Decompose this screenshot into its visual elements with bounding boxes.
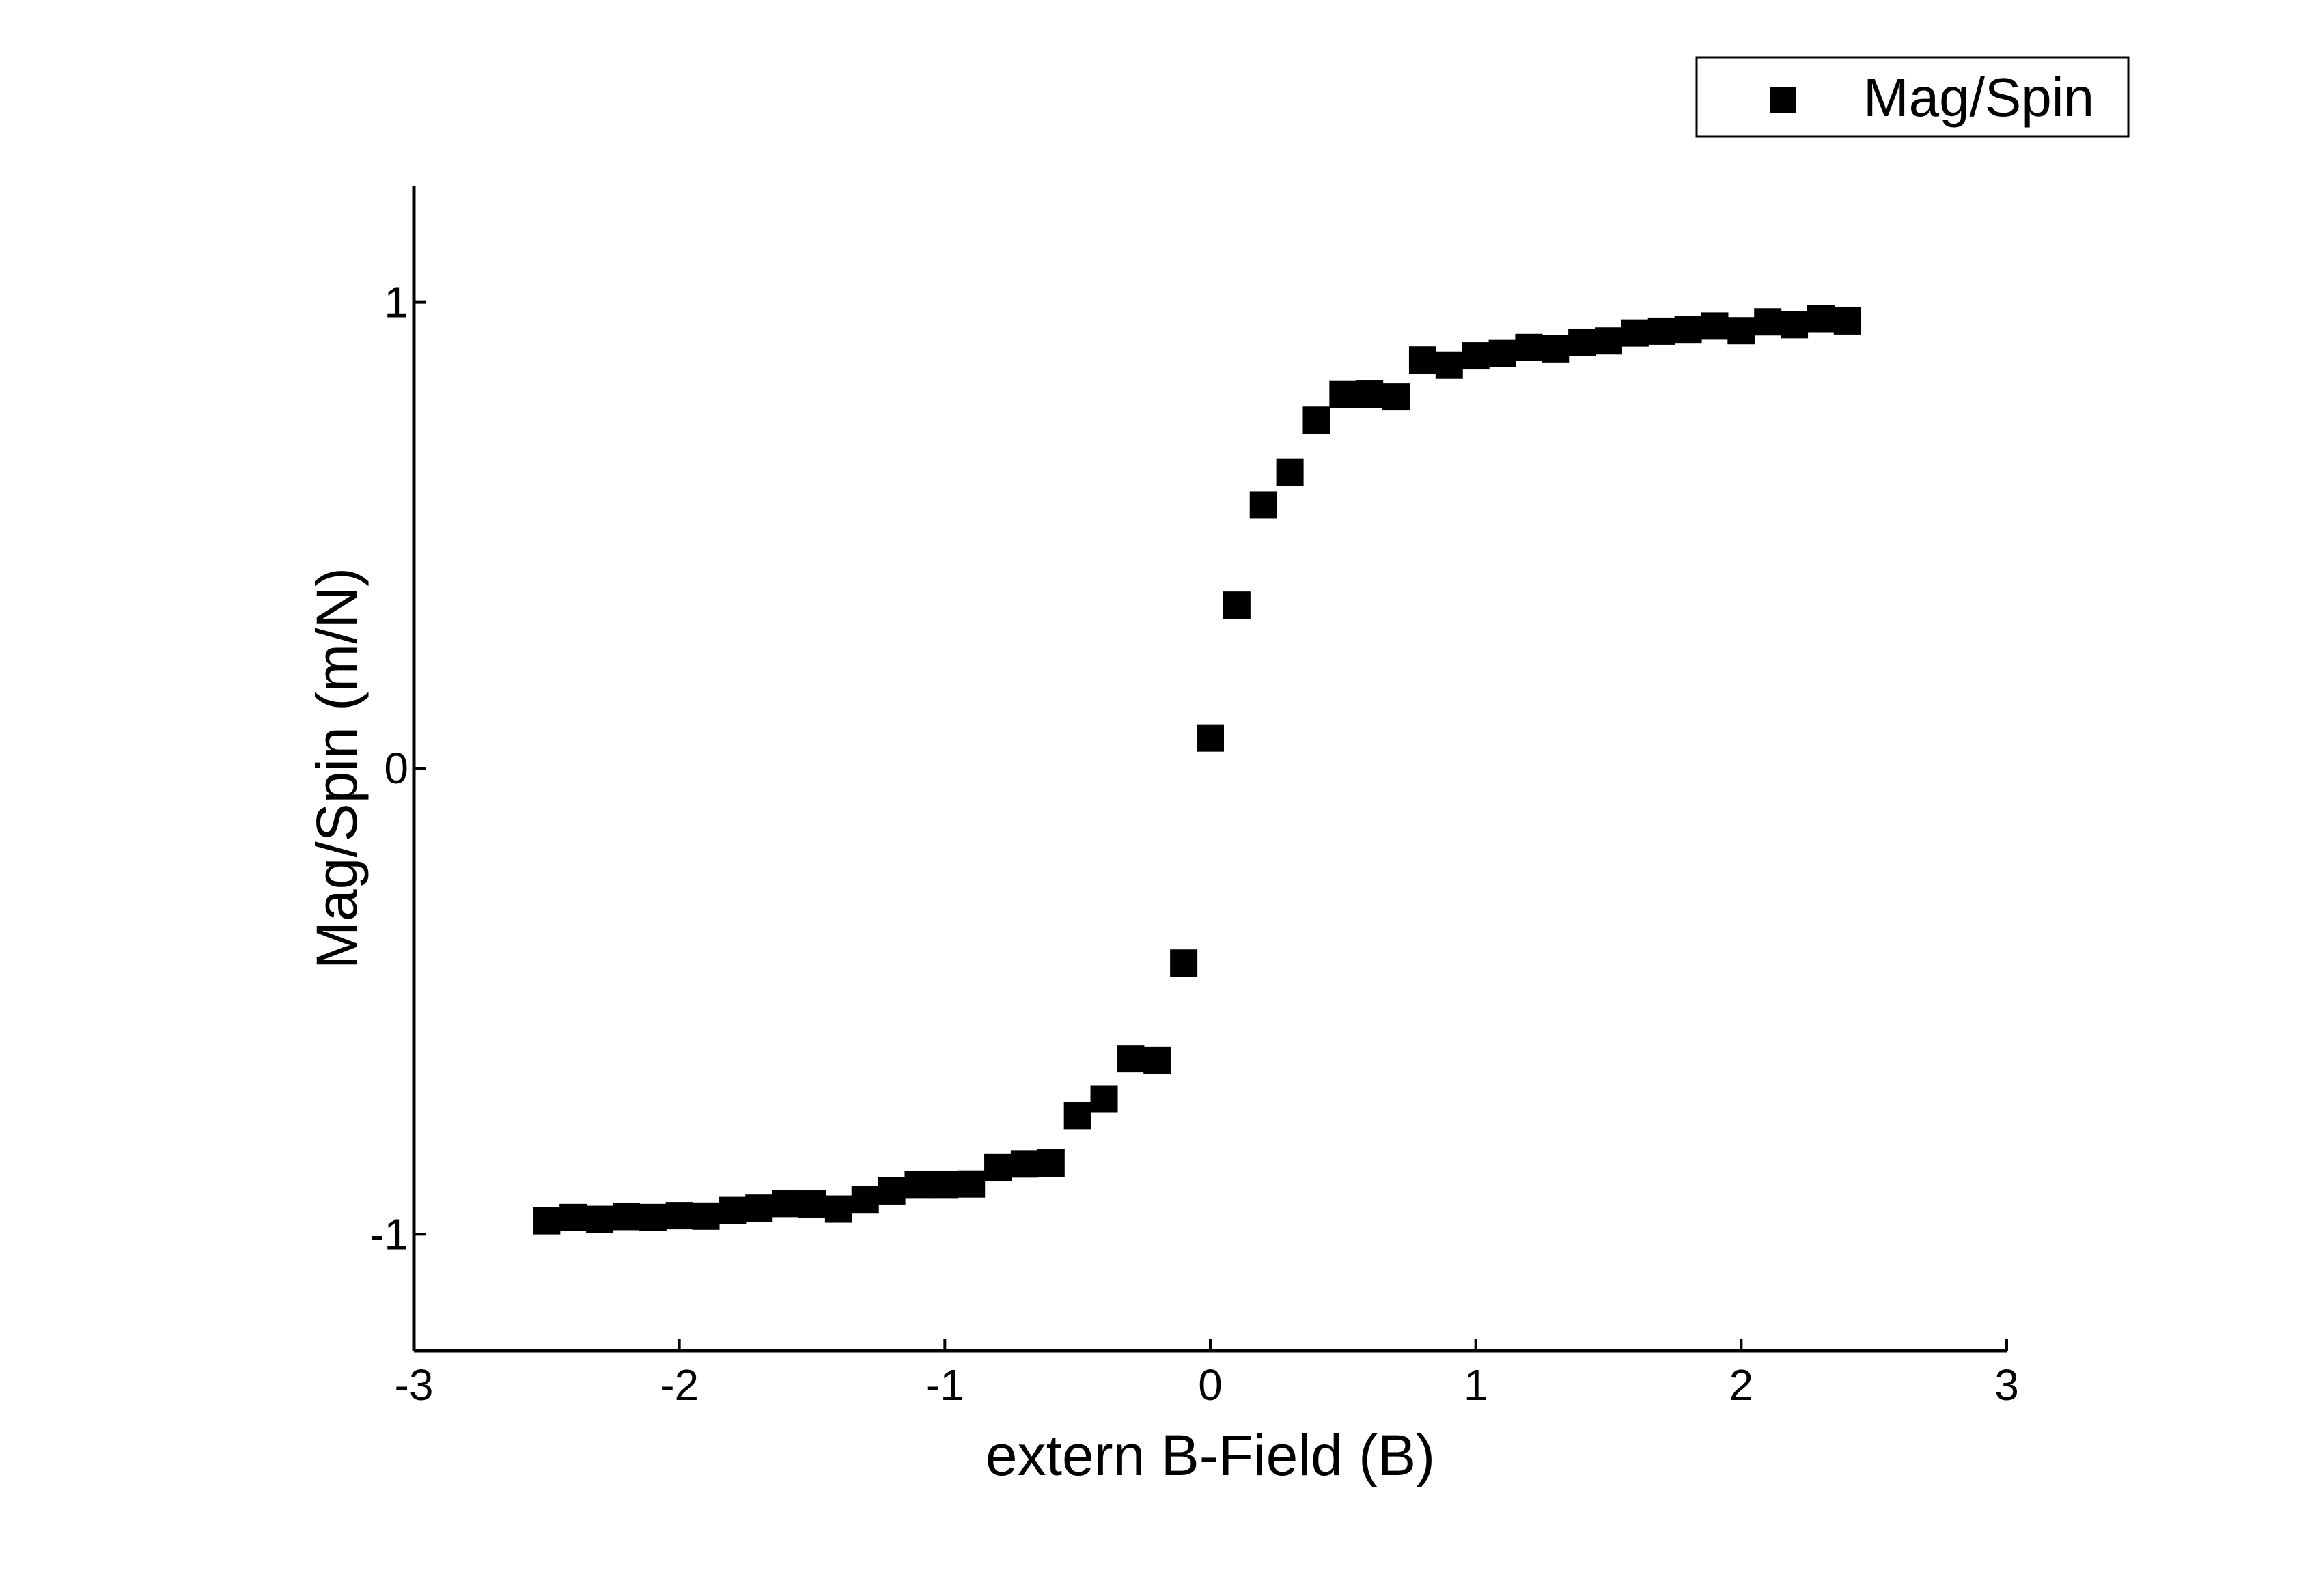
legend: Mag/Spin bbox=[1695, 56, 2130, 138]
x-tick-label: -2 bbox=[660, 1360, 699, 1410]
data-point bbox=[1621, 319, 1649, 347]
legend-box bbox=[1695, 56, 2130, 138]
y-tick-label: 1 bbox=[384, 278, 408, 327]
data-point bbox=[1170, 949, 1198, 977]
y-axis-ticks: -1 0 1 bbox=[370, 278, 426, 1259]
data-point bbox=[1515, 333, 1543, 361]
data-point bbox=[1010, 1150, 1038, 1178]
data-point bbox=[1595, 327, 1622, 355]
y-axis-title: Mag/Spin (m/N) bbox=[305, 568, 369, 969]
data-point bbox=[745, 1194, 773, 1222]
data-point bbox=[984, 1153, 1012, 1181]
data-point bbox=[1329, 380, 1357, 408]
data-point bbox=[559, 1203, 587, 1231]
legend-entry-mag-spin: Mag/Spin bbox=[1863, 67, 2094, 128]
data-point bbox=[692, 1202, 720, 1230]
data-point bbox=[772, 1190, 800, 1218]
x-axis-title: extern B-Field (B) bbox=[986, 1423, 1435, 1487]
data-point bbox=[1356, 380, 1384, 408]
data-point bbox=[533, 1207, 561, 1235]
data-point bbox=[824, 1195, 852, 1223]
x-axis-ticks: -3 -2 -1 0 1 2 3 bbox=[395, 1339, 2019, 1410]
y-tick-label: 0 bbox=[384, 744, 408, 793]
data-point bbox=[1754, 308, 1782, 336]
data-point bbox=[1542, 335, 1570, 363]
x-tick-label: 1 bbox=[1464, 1360, 1488, 1410]
data-point bbox=[1807, 305, 1835, 333]
data-point bbox=[719, 1196, 747, 1224]
data-point bbox=[1781, 311, 1809, 339]
data-point bbox=[1701, 312, 1729, 340]
data-point bbox=[1302, 406, 1330, 434]
data-point bbox=[1462, 342, 1490, 370]
legend-marker-square bbox=[1770, 87, 1796, 113]
x-tick-label: 0 bbox=[1198, 1360, 1223, 1410]
data-point bbox=[612, 1203, 640, 1231]
x-tick-label: 3 bbox=[1994, 1360, 2019, 1410]
x-tick-label: -3 bbox=[395, 1360, 434, 1410]
data-point bbox=[1727, 317, 1755, 345]
data-point bbox=[1488, 339, 1516, 367]
data-point bbox=[1435, 351, 1463, 379]
data-point bbox=[851, 1186, 879, 1214]
data-points bbox=[533, 305, 1861, 1235]
data-point bbox=[1833, 307, 1861, 335]
data-point bbox=[1249, 491, 1277, 519]
data-point bbox=[958, 1170, 986, 1198]
data-point bbox=[1117, 1045, 1145, 1073]
axes bbox=[412, 186, 2007, 1353]
data-point bbox=[1223, 591, 1251, 619]
data-point bbox=[639, 1203, 667, 1231]
x-tick-label: 2 bbox=[1729, 1360, 1754, 1410]
data-point bbox=[1647, 317, 1675, 345]
data-point bbox=[1382, 383, 1410, 411]
data-point bbox=[1674, 316, 1702, 344]
data-point bbox=[1063, 1102, 1091, 1130]
data-point bbox=[1143, 1046, 1171, 1074]
y-tick-label: -1 bbox=[370, 1209, 408, 1259]
data-point bbox=[1408, 346, 1436, 374]
data-point bbox=[1037, 1149, 1065, 1177]
data-point bbox=[931, 1171, 959, 1199]
x-tick-label: -1 bbox=[925, 1360, 964, 1410]
data-point bbox=[586, 1205, 614, 1233]
data-point bbox=[798, 1190, 826, 1218]
data-point bbox=[1568, 328, 1596, 356]
data-point bbox=[1090, 1085, 1118, 1113]
data-point bbox=[665, 1202, 693, 1230]
data-point bbox=[1197, 724, 1224, 752]
data-point bbox=[904, 1171, 932, 1199]
data-point bbox=[1276, 458, 1304, 486]
data-point bbox=[878, 1177, 906, 1205]
